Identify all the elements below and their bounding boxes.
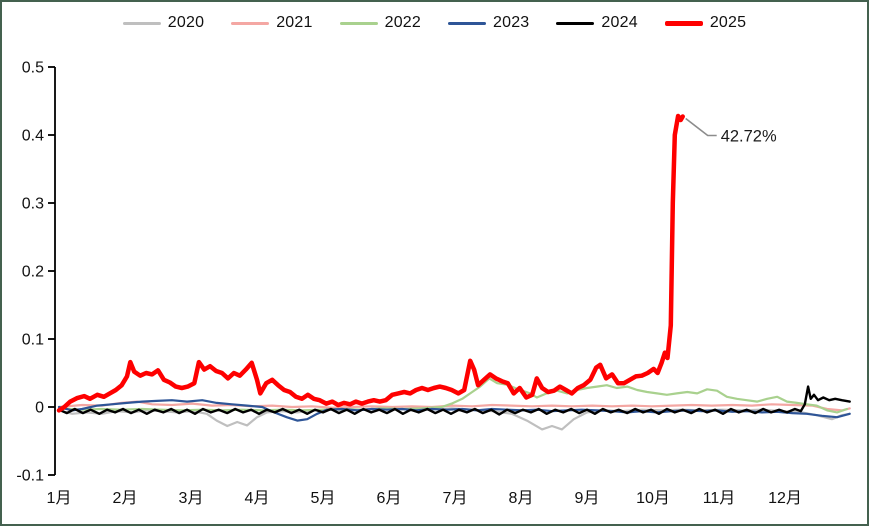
x-tick-label: 11月 [703, 490, 736, 507]
legend-swatch-2020 [122, 21, 161, 25]
chart-legend: 2020 2021 2022 2023 2024 2025 [2, 14, 867, 32]
legend-label-2020: 2020 [167, 14, 205, 31]
x-tick-label: 9月 [575, 490, 600, 507]
y-tick-label: 0.2 [22, 264, 44, 281]
legend-swatch-2021 [231, 21, 270, 25]
legend-label-2023: 2023 [493, 14, 530, 31]
y-tick-label: 0 [35, 400, 44, 417]
y-tick-label: 0.1 [22, 332, 44, 349]
legend-item-2021: 2021 [231, 14, 312, 32]
series-line-2025 [56, 113, 685, 413]
legend-item-2023: 2023 [448, 14, 529, 32]
x-tick-label: 1月 [47, 490, 72, 507]
x-tick-label: 2月 [113, 490, 138, 507]
x-tick-label: 3月 [179, 490, 204, 507]
legend-label-2021: 2021 [276, 14, 313, 31]
x-tick-label: 7月 [443, 490, 468, 507]
legend-swatch-2023 [448, 21, 486, 25]
y-tick-label: 0.5 [22, 60, 44, 77]
annotation-leader-line [685, 117, 717, 137]
y-tick-label: 0.3 [22, 196, 44, 213]
annotation-label: 42.72% [721, 128, 777, 146]
legend-item-2020: 2020 [122, 14, 205, 32]
legend-label-2025: 2025 [709, 14, 747, 31]
legend-swatch-2025 [664, 20, 703, 26]
series-line-2024 [57, 385, 851, 416]
legend-label-2022: 2022 [384, 14, 421, 31]
x-tick-label: 4月 [245, 490, 270, 507]
legend-item-2022: 2022 [339, 14, 421, 32]
legend-item-2024: 2024 [556, 14, 638, 32]
y-tick-label: 0.4 [22, 128, 44, 145]
y-tick-label: -0.1 [16, 468, 44, 485]
x-tick-label: 5月 [311, 490, 336, 507]
x-tick-label: 8月 [509, 490, 534, 507]
series-line-2021 [57, 400, 851, 412]
series-line-2022 [57, 377, 849, 414]
x-tick-label: 10月 [636, 490, 670, 507]
legend-item-2025: 2025 [664, 14, 747, 32]
x-tick-label: 12月 [768, 490, 802, 507]
legend-swatch-2024 [556, 21, 595, 25]
legend-swatch-2022 [339, 21, 378, 25]
x-tick-label: 6月 [377, 490, 402, 507]
legend-label-2024: 2024 [601, 14, 638, 31]
